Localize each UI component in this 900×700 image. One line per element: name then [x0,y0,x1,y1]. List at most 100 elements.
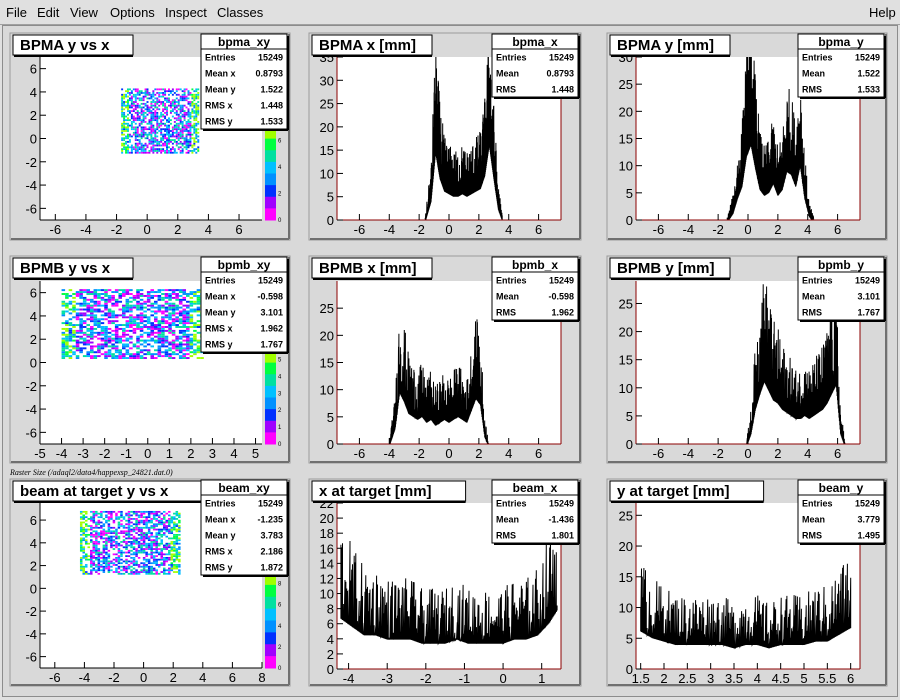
heatmap-cell [75,324,80,327]
menu-help[interactable]: Help [869,5,896,20]
heatmap-cell [90,528,93,531]
heatmap-cell [164,88,167,91]
heatmap-cell [79,526,83,529]
heatmap-cell [140,151,143,154]
heatmap-cell [135,571,138,573]
heatmap-cell [193,333,197,336]
heatmap-cell [121,106,124,109]
heatmap-cell [140,537,143,540]
heatmap-cell [132,131,135,134]
menu-edit[interactable]: Edit [37,5,60,20]
heatmap-cell [122,560,126,563]
menu-inspect[interactable]: Inspect [165,5,207,20]
heatmap-cell [68,302,73,305]
heatmap-cell [79,539,83,542]
heatmap-cell [155,523,158,526]
heatmap-cell [157,519,161,522]
heatmap-cell [150,294,155,297]
heatmap-cell [114,302,119,305]
heatmap-cell [146,104,149,107]
heatmap-cell [100,322,105,325]
x-tick-label: 2 [475,446,482,461]
heatmap-cell [186,294,190,297]
heatmap-cell [100,551,103,554]
heatmap-cell [123,122,126,125]
heatmap-cell [140,135,143,138]
heatmap-cell [97,304,101,307]
stats-value: 1.522 [857,69,880,79]
heatmap-cell [114,331,119,334]
heatmap-cell [129,308,133,311]
heatmap-cell [130,115,133,118]
heatmap-cell [167,130,170,132]
heatmap-cell [97,521,101,524]
heatmap-cell [147,565,151,568]
heatmap-cell [92,530,96,533]
heatmap-cell [134,133,137,136]
heatmap-cell [90,533,93,536]
heatmap-cell [168,569,171,572]
heatmap-cell [157,294,162,297]
heatmap-cell [104,327,108,330]
heatmap-cell [112,521,116,524]
heatmap-cell [146,97,149,100]
heatmap-cell [136,90,139,93]
heatmap-cell [157,544,161,547]
heatmap-cell [122,345,126,348]
heatmap-cell [160,521,163,524]
heatmap-cell [173,567,176,570]
heatmap-cell [150,140,153,143]
heatmap-cell [117,510,121,513]
heatmap-cell [169,101,172,103]
heatmap-cell [150,113,153,116]
heatmap-cell [189,93,192,96]
heatmap-cell [104,337,108,340]
menu-classes[interactable]: Classes [217,5,264,20]
heatmap-cell [187,151,190,154]
heatmap-cell [152,92,155,94]
heatmap-cell [132,530,136,533]
palette-segment [265,432,276,445]
heatmap-cell [65,343,69,346]
heatmap-cell [152,117,155,120]
heatmap-cell [160,137,163,140]
heatmap-cell [95,558,98,561]
heatmap-cell [162,548,166,550]
heatmap-cell [142,564,146,566]
heatmap-cell [142,146,145,149]
heatmap-cell [191,151,194,154]
heatmap-cell [122,293,126,295]
stats-label: RMS y [205,117,233,127]
heatmap-cell [150,519,153,522]
heatmap-cell [127,135,129,138]
palette-tick-label: 2 [278,191,282,197]
heatmap-cell [140,533,143,536]
heatmap-cell [128,151,131,154]
heatmap-cell [171,341,176,344]
heatmap-cell [140,122,143,125]
heatmap-cell [173,528,176,531]
heatmap-cell [115,560,118,563]
heatmap-cell [79,541,83,543]
heatmap-cell [175,528,179,531]
heatmap-cell [171,142,174,145]
menu-view[interactable]: View [70,5,98,20]
heatmap-cell [175,131,178,134]
heatmap-cell [154,335,158,338]
heatmap-cell [158,95,161,98]
heatmap-cell [100,298,105,301]
heatmap-cell [166,119,168,122]
heatmap-cell [142,144,145,147]
heatmap-cell [100,565,103,568]
menu-options[interactable]: Options [110,5,155,20]
heatmap-cell [61,327,66,330]
heatmap-cell [182,326,187,328]
heatmap-cell [105,537,108,540]
menu-file[interactable]: File [6,5,27,20]
heatmap-cell [90,516,93,519]
palette-tick-label: 5 [278,357,282,363]
heatmap-cell [104,341,108,344]
heatmap-cell [157,564,161,566]
heatmap-cell [79,326,83,328]
